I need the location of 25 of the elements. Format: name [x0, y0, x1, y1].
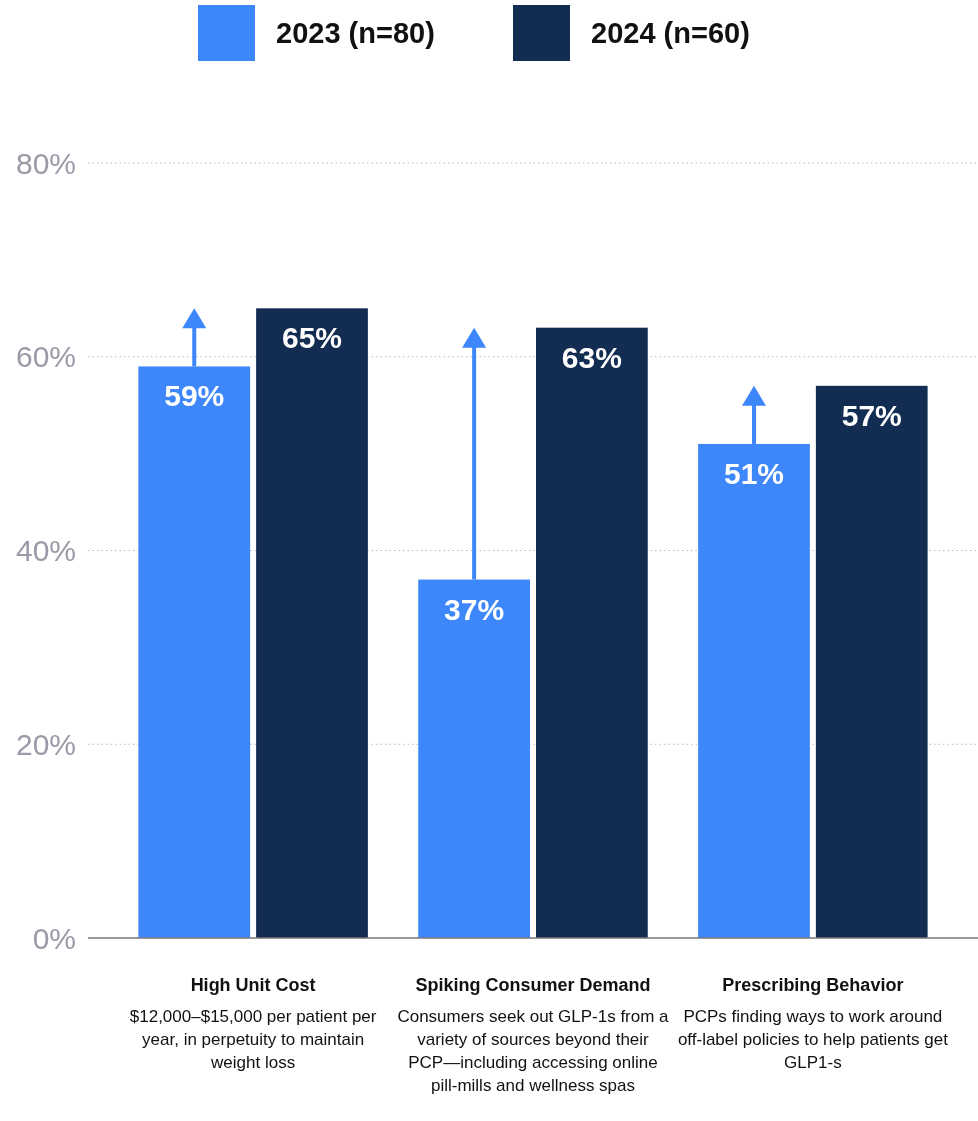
bar [698, 443, 810, 938]
data-label: 57% [841, 398, 902, 432]
y-tick-label: 40% [15, 534, 76, 567]
bar [418, 579, 530, 938]
text: Consumers seek out GLP-1s from a variety of sources beyond their PCP—including accessing online pill-mills and wellness spas [397, 1007, 670, 1095]
y-tick-label: 0% [32, 921, 76, 955]
legend-label: 2024 (n=60) [591, 17, 750, 50]
data-label: 37% [444, 592, 505, 626]
x-tick-label: Prescribing Behavior [722, 975, 904, 995]
legend-label: 2023 (n=80) [276, 17, 435, 50]
bar [536, 327, 648, 938]
x-tick-label: Spiking Consumer Demand [415, 975, 651, 995]
bar [815, 385, 928, 938]
bar [256, 308, 368, 938]
bar [138, 366, 251, 938]
data-label: 51% [723, 456, 785, 490]
text: $12,000–$15,000 per patient per year, in perpetuity to maintain weight loss [129, 1007, 377, 1072]
text: PCPs finding ways to work around off-label policies to help patients get GLP1-s [677, 1007, 949, 1072]
y-tick-label: 80% [15, 146, 76, 180]
data-label: 65% [281, 321, 343, 355]
data-label: 59% [164, 379, 225, 413]
x-tick-label: High Unit Cost [190, 975, 316, 995]
y-tick-label: 60% [15, 340, 76, 374]
y-tick-label: 20% [15, 727, 76, 761]
data-label: 63% [561, 340, 622, 374]
